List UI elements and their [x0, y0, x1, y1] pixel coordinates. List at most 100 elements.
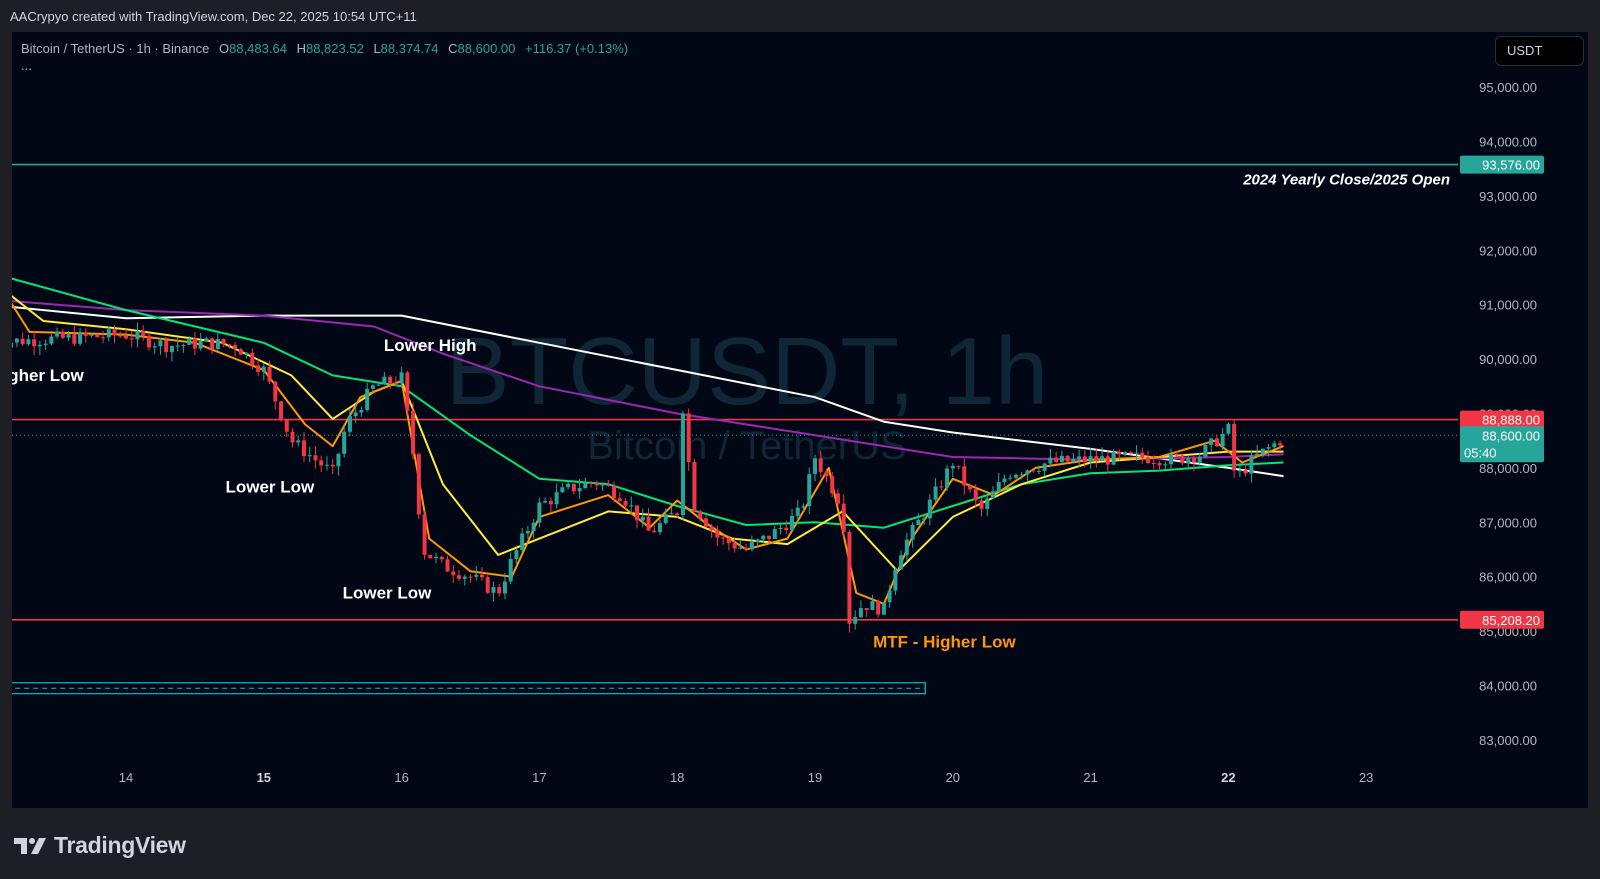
symbol-name[interactable]: Bitcoin / TetherUS · 1h · Binance	[21, 41, 210, 56]
candle-body	[324, 464, 329, 466]
candle-body	[853, 617, 858, 624]
candle-body	[1008, 477, 1013, 479]
price-tick-label: 91,000.00	[1479, 298, 1537, 313]
candle-body	[703, 518, 708, 527]
candle-body	[273, 381, 278, 402]
candle-body	[451, 571, 456, 576]
candle-body	[485, 577, 490, 593]
level-price-tag	[1460, 610, 1544, 629]
candles-layer	[12, 322, 1283, 633]
candle-body	[623, 500, 628, 506]
candle-body	[1146, 457, 1151, 463]
candle-body	[1260, 448, 1265, 454]
candle-body	[801, 506, 806, 508]
candle-body	[479, 574, 484, 578]
candle-body	[405, 372, 410, 411]
candle-body	[1180, 455, 1185, 464]
candle-body	[37, 344, 42, 347]
candle-body	[1054, 457, 1059, 462]
candle-body	[1059, 455, 1064, 462]
candle-body	[1002, 478, 1007, 482]
candle-body	[72, 334, 77, 344]
candle-body	[353, 412, 358, 417]
annotations-layer: Higher Low Lower High Lower Low Lower Low MT…	[12, 336, 1016, 651]
close-key: C	[448, 41, 458, 56]
candle-body	[1025, 470, 1030, 475]
candle-body	[434, 556, 439, 559]
candle-body	[1255, 453, 1260, 456]
candle-body	[652, 530, 657, 533]
candle-body	[393, 383, 398, 385]
candle-body	[715, 530, 720, 538]
moving-average-line-3	[12, 295, 1284, 573]
moving-average-line-4	[12, 302, 1284, 605]
candle-body	[887, 590, 892, 603]
candle-body	[686, 413, 691, 462]
candle-body	[301, 440, 306, 457]
candle-body	[1209, 438, 1214, 445]
candle-body	[904, 539, 909, 556]
time-axis: 14 15 16 17 18 19 20 21 22 23	[119, 770, 1374, 785]
more-indicators-button[interactable]: ...	[21, 58, 32, 73]
candle-body	[43, 343, 48, 345]
candle-body	[612, 486, 617, 499]
candle-body	[910, 525, 915, 540]
candle-body	[841, 503, 846, 533]
candle-body	[1088, 456, 1093, 463]
tradingview-logo-text: TradingView	[54, 832, 186, 858]
price-tick-label: 86,000.00	[1479, 570, 1537, 585]
symbol-legend[interactable]: Bitcoin / TetherUS · 1h · Binance O88,48…	[21, 41, 628, 56]
candle-body	[1082, 456, 1087, 463]
candle-body	[537, 502, 542, 523]
candle-body	[106, 329, 111, 338]
candle-body	[1214, 438, 1219, 447]
candle-body	[1140, 452, 1145, 458]
candle-body	[916, 519, 921, 526]
mtf-higher-low-label: MTF - Higher Low	[873, 632, 1016, 651]
candle-body	[118, 335, 123, 337]
candle-body	[732, 543, 737, 549]
candle-body	[422, 514, 427, 555]
candle-body	[795, 507, 800, 516]
candle-body	[1048, 457, 1053, 464]
candle-body	[531, 522, 536, 531]
candle-body	[1151, 462, 1156, 464]
candle-body	[210, 338, 215, 350]
tradingview-logo: TradingView	[12, 832, 186, 859]
candle-body	[520, 533, 525, 551]
candle-body	[1105, 456, 1110, 465]
candle-body	[755, 539, 760, 543]
price-tick-label: 90,000.00	[1479, 352, 1537, 367]
candle-body	[497, 587, 502, 594]
level-price-tag	[1460, 155, 1544, 174]
lower-low-label-2: Lower Low	[343, 583, 433, 602]
candle-body	[784, 527, 789, 531]
candle-body	[376, 384, 381, 386]
candle-body	[342, 431, 347, 454]
candle-body	[365, 388, 370, 411]
candle-body	[790, 515, 795, 531]
candle-body	[698, 511, 703, 519]
chart-panel[interactable]: BTCUSDT, 1h Bitcoin / TetherUS 2024 Yearl…	[12, 32, 1588, 808]
candle-body	[411, 410, 416, 455]
candle-body	[629, 505, 634, 507]
candle-body	[158, 340, 163, 347]
candle-body	[462, 576, 467, 579]
candle-body	[439, 556, 444, 560]
candle-body	[359, 410, 364, 413]
zone-layer	[12, 682, 926, 695]
candle-body	[416, 454, 421, 515]
candle-body	[307, 455, 312, 457]
candle-body	[204, 338, 209, 342]
candle-body	[399, 372, 404, 384]
currency-selector[interactable]: USDT	[1495, 36, 1584, 66]
candle-body	[669, 513, 674, 515]
candle-body	[778, 527, 783, 530]
candle-body	[181, 344, 186, 346]
watermark-ticker: BTCUSDT, 1h	[446, 318, 1049, 425]
candle-body	[1278, 443, 1283, 446]
candle-body	[813, 458, 817, 474]
candle-body	[738, 547, 743, 549]
candle-body	[1077, 456, 1082, 459]
